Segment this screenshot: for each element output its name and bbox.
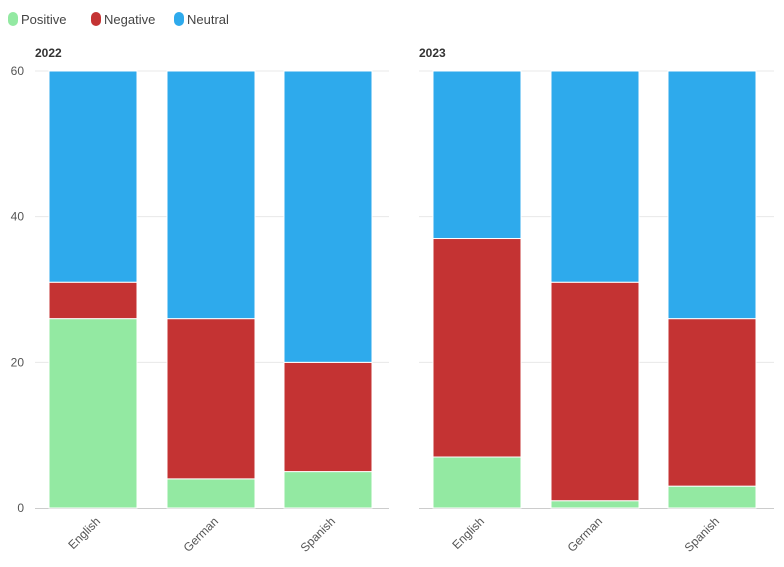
legend-swatch-negative <box>91 12 101 26</box>
bar-positive-english <box>48 318 138 509</box>
bar-neutral-english <box>48 70 138 283</box>
y-tick-label-40: 40 <box>11 210 25 224</box>
panel-title: 2022 <box>35 46 62 60</box>
y-tick-label-20: 20 <box>11 355 25 369</box>
legend-item-positive: Positive <box>8 12 67 27</box>
x-tick-label-german: German <box>181 514 222 555</box>
legend-swatch-neutral <box>174 12 184 26</box>
bar-neutral-german <box>166 70 256 320</box>
bar-neutral-spanish <box>667 70 757 320</box>
panel-title: 2023 <box>419 46 446 60</box>
x-tick-label-english: English <box>449 514 487 552</box>
bar-negative-english <box>432 238 522 458</box>
bar-neutral-english <box>432 70 522 240</box>
bar-negative-german <box>166 318 256 480</box>
y-tick-label-60: 60 <box>11 64 25 78</box>
legend-label-neutral: Neutral <box>187 12 229 27</box>
y-tick-label-0: 0 <box>17 501 24 515</box>
bar-neutral-german <box>550 70 640 283</box>
panel-2023: 2023 English German Spanish <box>419 46 774 555</box>
bar-positive-english <box>432 456 522 509</box>
bar-neutral-spanish <box>283 70 373 363</box>
bar-positive-german <box>550 500 640 509</box>
legend-swatch-positive <box>8 12 18 26</box>
x-tick-label-english: English <box>65 514 103 552</box>
bar-negative-german <box>550 281 640 502</box>
x-tick-label-spanish: Spanish <box>298 514 339 555</box>
chart-legend: Positive Negative Neutral <box>8 12 229 27</box>
bar-positive-german <box>166 478 256 509</box>
bar-negative-spanish <box>667 318 757 487</box>
bar-negative-spanish <box>283 361 373 473</box>
bar-positive-spanish <box>667 485 757 509</box>
legend-item-negative: Negative <box>91 12 155 27</box>
x-tick-label-spanish: Spanish <box>682 514 723 555</box>
legend-label-positive: Positive <box>21 12 67 27</box>
legend-label-negative: Negative <box>104 12 155 27</box>
bar-negative-english <box>48 281 138 320</box>
panel-2022: 2022 0 20 40 60 English German Spanish <box>11 46 389 555</box>
x-tick-label-german: German <box>565 514 606 555</box>
legend-item-neutral: Neutral <box>174 12 229 27</box>
bar-positive-spanish <box>283 471 373 509</box>
chart-panels: 2022 0 20 40 60 English German Spanish 2023 Engli… <box>11 46 774 555</box>
